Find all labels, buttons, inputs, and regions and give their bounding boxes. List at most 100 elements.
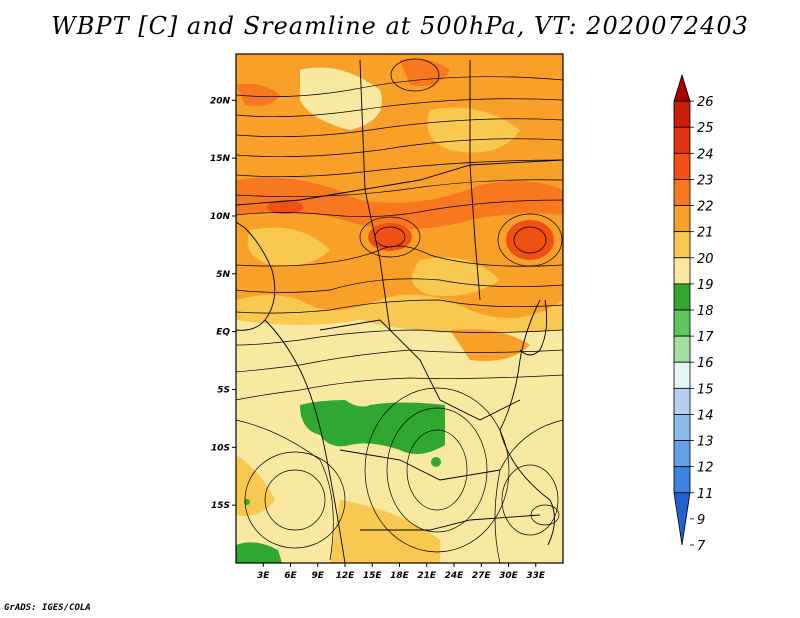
lat-tick-label: 15N (210, 154, 231, 164)
colorbar-label: 7 (697, 539, 706, 554)
colorbar-label: 14 (697, 408, 714, 423)
colorbar-swatch (673, 126, 691, 154)
colorbar-swatch (673, 257, 691, 285)
border (339, 449, 501, 481)
colorbar-label: 21 (697, 226, 714, 241)
colorbar-swatch (673, 309, 691, 337)
border (469, 60, 481, 301)
lat-tick-label: 10S (211, 443, 230, 453)
colorbar-min-arrow (673, 492, 691, 546)
colorbar-swatch (673, 466, 691, 494)
field-region-22 (236, 83, 280, 107)
streamline (236, 329, 563, 346)
colorbar-label: 25 (697, 121, 714, 136)
lat-tick-label: 15S (211, 501, 230, 511)
lon-tick-label: 21E (417, 571, 437, 581)
colorbar-label: 19 (697, 278, 714, 293)
colorbar-label: 20 (697, 252, 714, 267)
lon-tick-label: 9E (312, 571, 325, 581)
lon-tick-label: 24E (445, 571, 465, 581)
colorbar-label: 22 (697, 200, 714, 215)
coastline (264, 319, 346, 563)
colorbar-swatch (673, 179, 691, 206)
field-region-22 (236, 177, 563, 229)
streamline (236, 349, 563, 373)
colorbar-swatch (673, 387, 691, 415)
lon-tick-label: 6E (284, 571, 297, 581)
border (319, 319, 521, 421)
colorbar-swatch (673, 283, 691, 311)
lon-tick-label: 27E (472, 571, 492, 581)
lake-outline (519, 299, 548, 356)
streamline (236, 98, 563, 118)
lon-tick-label: 30E (499, 571, 519, 581)
colorbar: 26 25 24 23 22 21 20 19 18 17 16 15 14 13 12 11 9 7 (673, 73, 714, 554)
streamline (364, 387, 510, 553)
field-region-20 (412, 257, 500, 296)
lon-tick-label: 18E (390, 571, 410, 581)
border (360, 514, 541, 531)
axis-ticks: 3E 6E 9E 12E 15E 18E 21E 24E 27E 30E 33E 20N 15N 10N 5… (210, 96, 546, 581)
streamline (236, 199, 563, 218)
streamline (236, 245, 563, 267)
streamline (236, 419, 334, 561)
lat-tick-label: 5S (217, 385, 230, 395)
field-region-23 (267, 200, 303, 214)
colorbar-label: 15 (697, 382, 714, 397)
field-region-18 (431, 457, 441, 467)
lon-tick-label: 12E (336, 571, 356, 581)
chart-title: WBPT [C] and Sreamline at 500hPa, VT: 20… (51, 12, 749, 40)
streamline (236, 138, 563, 158)
streamline (236, 278, 563, 293)
credit-text: GrADS: IGES/COLA (4, 603, 91, 613)
colorbar-swatch (673, 440, 691, 468)
colorbar-label: 17 (697, 330, 714, 345)
field-region-18 (300, 400, 445, 454)
streamline (390, 58, 440, 92)
lon-tick-label: 15E (363, 571, 383, 581)
lat-tick-label: EQ (216, 328, 230, 338)
colorbar-label: 24 (697, 147, 714, 162)
streamline (359, 216, 421, 258)
lon-tick-label: 3E (257, 571, 270, 581)
colorbar-swatch (673, 205, 691, 233)
colorbar-label: 23 (697, 173, 714, 188)
colorbar-label: 9 (697, 513, 705, 528)
streamline (386, 407, 488, 533)
streamline (236, 374, 563, 401)
colorbar-label: 13 (697, 435, 714, 450)
field-region-23 (506, 220, 554, 260)
streamline (236, 159, 563, 178)
lat-tick-label: 10N (210, 212, 231, 222)
field-region-18 (236, 542, 282, 563)
streamline (501, 464, 559, 536)
lat-tick-label: 5N (216, 270, 230, 280)
streamline (513, 226, 547, 254)
streamline (244, 451, 346, 549)
streamline (236, 179, 563, 198)
lon-tick-label: 33E (526, 571, 546, 581)
streamline (497, 213, 563, 267)
field-region-18 (244, 499, 250, 505)
streamline (236, 118, 563, 138)
colorbar-label: 12 (697, 461, 714, 476)
lat-tick-label: 20N (210, 96, 231, 106)
streamline (530, 504, 560, 526)
border (359, 59, 391, 331)
coastline (499, 299, 555, 546)
colorbar-label: 18 (697, 304, 714, 319)
streamline (264, 469, 326, 531)
streamline (236, 299, 563, 314)
colorbar-swatch (673, 414, 691, 441)
field-region-20 (247, 227, 330, 266)
colorbar-swatch (673, 335, 691, 363)
colorbar-label: 16 (697, 356, 714, 371)
field-region-21 (450, 329, 530, 361)
colorbar-max-arrow (673, 73, 691, 102)
streamlines (236, 58, 563, 563)
coastlines (236, 59, 563, 563)
colorbar-swatch (673, 100, 691, 128)
streamline (236, 76, 563, 98)
colorbar-label: 26 (697, 95, 714, 110)
